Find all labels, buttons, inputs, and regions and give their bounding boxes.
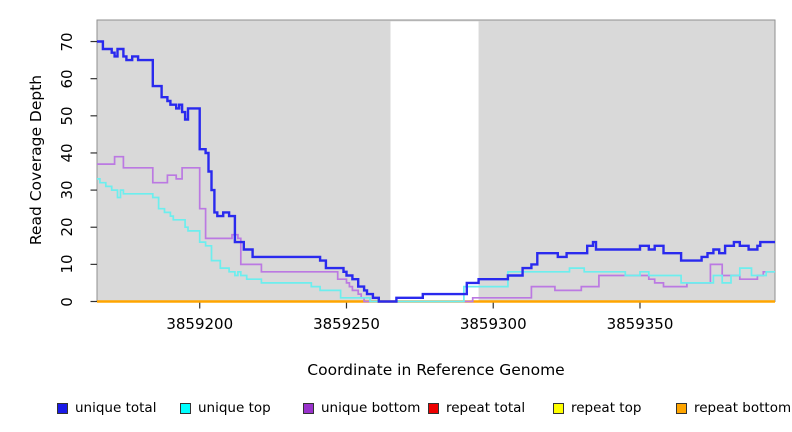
y-tick-label: 50 [58,106,76,126]
coverage-gap-band [390,21,479,302]
y-tick-label: 20 [58,217,76,237]
x-tick-label: 3859200 [166,315,234,333]
y-axis-title: Read Coverage Depth [27,74,45,245]
legend-item-unique-bottom: unique bottom [303,400,421,416]
legend-swatch-icon [303,402,314,414]
legend-label: unique top [198,400,271,416]
y-tick-label: 10 [58,254,76,274]
legend-swatch-icon [57,402,68,414]
legend-label: repeat bottom [694,400,792,416]
legend-swatch-icon [553,402,564,414]
legend-item-unique-total: unique total [57,400,157,416]
legend-item-repeat-total: repeat total [428,400,526,416]
y-tick-label: 40 [58,143,76,163]
x-tick-label: 3859300 [459,315,527,333]
y-tick-label: 0 [58,296,76,307]
legend-swatch-icon [180,402,191,414]
x-axis-title: Coordinate in Reference Genome [307,361,565,379]
legend-label: unique bottom [321,400,421,416]
legend-swatch-icon [428,402,439,414]
series-line-unique-total [97,40,775,303]
series-line-unique-top [97,178,775,303]
legend-label: repeat top [571,400,642,416]
legend-label: unique total [75,400,157,416]
legend-item-repeat-top: repeat top [553,400,642,416]
x-tick-label: 3859250 [313,315,380,333]
y-tick-label: 70 [58,31,76,52]
legend-swatch-icon [676,402,687,414]
legend-label: repeat total [446,400,526,416]
x-tick-label: 3859350 [606,315,674,333]
legend-item-unique-top: unique top [180,400,271,416]
y-tick-label: 60 [58,69,76,89]
legend-item-repeat-bottom: repeat bottom [676,400,792,416]
y-tick-label: 30 [58,180,76,200]
